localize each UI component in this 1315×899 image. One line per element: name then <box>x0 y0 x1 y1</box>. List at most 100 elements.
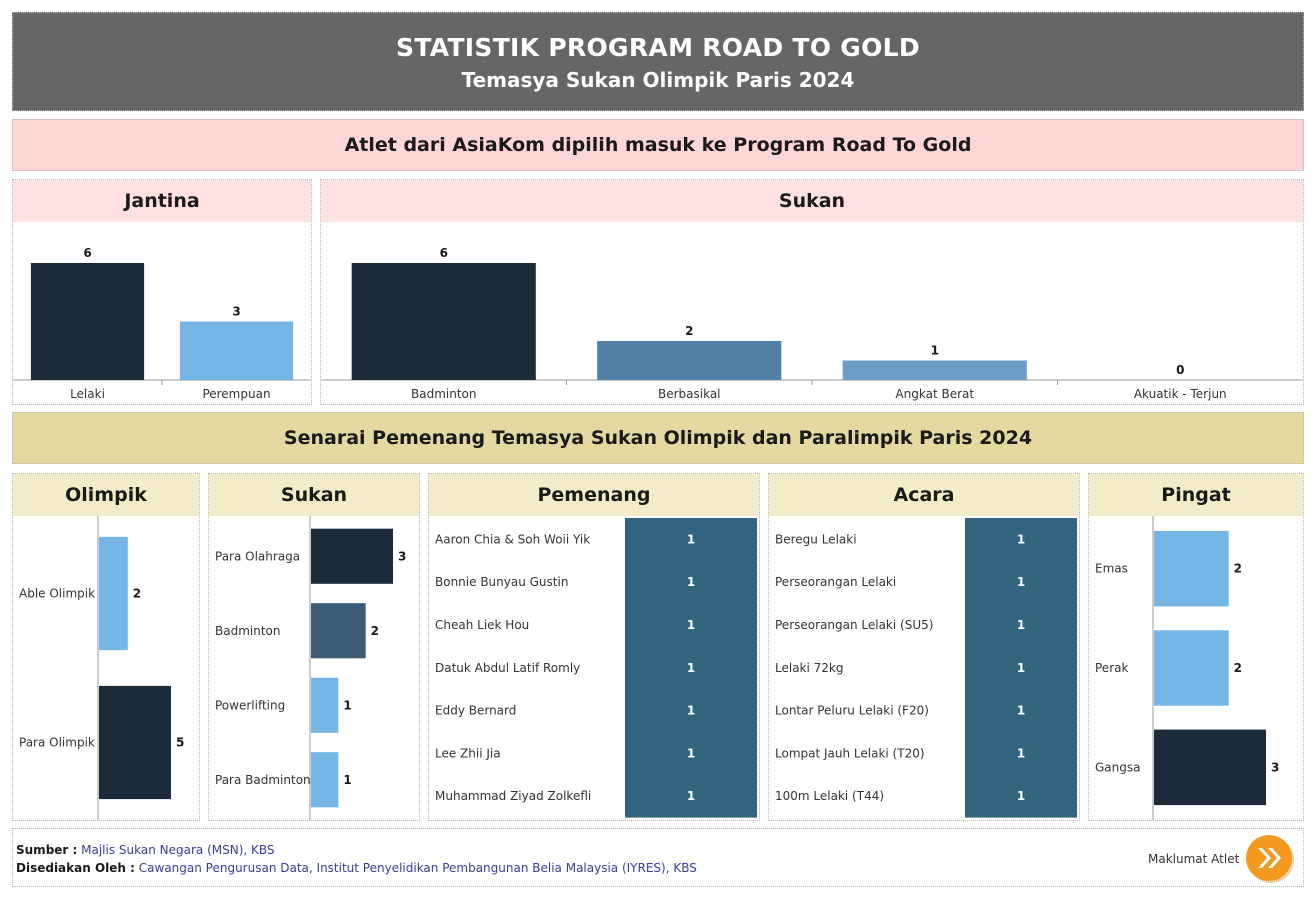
row-label-lee-zhii-jia: Lee Zhii Jia <box>435 746 501 760</box>
bar-perak <box>1154 630 1229 706</box>
data-label-para-olahraga: 3 <box>398 549 406 563</box>
row-value-bonnie-bunyau-gustin: 1 <box>687 575 695 589</box>
bar-gangsa <box>1154 729 1266 806</box>
bar-emas <box>1154 530 1229 607</box>
y-tick-label-powerlifting: Powerlifting <box>215 698 285 712</box>
data-label-badminton: 2 <box>371 624 379 638</box>
jantina-chart: 6 Lelaki 3 Perempuan <box>13 246 311 401</box>
sukan-bottom-panel: Sukan 3 Para Olahraga 2 Badminton 1 Powerlift… <box>208 473 420 821</box>
data-label-gangsa: 3 <box>1271 760 1279 774</box>
bar-para-badminton <box>311 752 339 808</box>
value-column <box>965 518 1077 818</box>
olimpik-title: Olimpik <box>13 474 199 516</box>
y-tick-label-para-olahraga: Para Olahraga <box>215 549 300 563</box>
row-value-datuk-abdul-latif-romly: 1 <box>687 661 695 675</box>
row-label-perseorangan-lelaki: Perseorangan Lelaki <box>775 575 896 589</box>
row-label-lontar-peluru-lelaki-f20: Lontar Peluru Lelaki (F20) <box>775 704 929 718</box>
sukan-bottom-title: Sukan <box>209 474 419 516</box>
bar-perempuan <box>179 321 294 380</box>
bar-berbasikal <box>597 341 782 380</box>
row-value-perseorangan-lelaki-su5: 1 <box>1017 618 1025 632</box>
data-label-angkat-berat: 1 <box>931 344 939 358</box>
y-tick-label-para-olimpik: Para Olimpik <box>19 736 95 750</box>
bar-able-olimpik <box>99 536 128 651</box>
sukan-bottom-chart: 3 Para Olahraga 2 Badminton 1 Powerlifting 1 Pa… <box>215 516 406 820</box>
y-tick-label-perak: Perak <box>1095 661 1128 675</box>
x-tick-label-badminton: Badminton <box>411 387 476 401</box>
data-label-powerlifting: 1 <box>343 698 351 712</box>
x-tick-label-angkat-berat: Angkat Berat <box>895 387 974 401</box>
footer: Sumber : Majlis Sukan Negara (MSN), KBS … <box>12 828 1304 887</box>
jantina-panel: Jantina 6 Lelaki 3 Perempuan <box>12 179 312 405</box>
row-value-100m-lelaki-t44: 1 <box>1017 789 1025 803</box>
row-label-100m-lelaki-t44: 100m Lelaki (T44) <box>775 789 884 803</box>
x-tick-label-berbasikal: Berbasikal <box>658 387 721 401</box>
bar-powerlifting <box>311 677 339 733</box>
bar-badminton <box>351 263 536 380</box>
source-line: Sumber : Majlis Sukan Negara (MSN), KBS <box>16 843 275 857</box>
row-value-lee-zhii-jia: 1 <box>687 746 695 760</box>
dashboard-subtitle: Temasya Sukan Olimpik Paris 2024 <box>461 68 855 92</box>
row-label-eddy-bernard: Eddy Bernard <box>435 704 516 718</box>
data-label-para-olimpik: 5 <box>176 736 184 750</box>
acara-table: Beregu Lelaki 1 Perseorangan Lelaki 1 Perseo… <box>775 518 1077 818</box>
x-tick-label-lelaki: Lelaki <box>70 387 105 401</box>
row-label-datuk-abdul-latif-romly: Datuk Abdul Latif Romly <box>435 661 580 675</box>
bar-para-olimpik <box>99 685 171 800</box>
prepared-line: Disediakan Oleh : Cawangan Pengurusan Da… <box>16 861 697 875</box>
dashboard-header: STATISTIK PROGRAM ROAD TO GOLD Temasya S… <box>12 12 1304 111</box>
source-label: Sumber : <box>16 843 78 857</box>
row-label-lelaki-72kg: Lelaki 72kg <box>775 661 843 675</box>
row-value-beregu-lelaki: 1 <box>1017 532 1025 546</box>
row-label-bonnie-bunyau-gustin: Bonnie Bunyau Gustin <box>435 575 568 589</box>
sukan-chart: 6 Badminton 2 Berbasikal 1 Angkat Berat 0 Akuat… <box>321 246 1303 401</box>
row-value-aaron-chia-soh-woii-yik: 1 <box>687 532 695 546</box>
pingat-panel: Pingat 2 Emas 2 Perak 3 Gangsa <box>1088 473 1304 821</box>
sukan-panel: Sukan 6 Badminton 2 Berbasikal 1 Angkat Berat… <box>320 179 1304 405</box>
data-label-perempuan: 3 <box>232 305 240 319</box>
pingat-title: Pingat <box>1089 474 1303 516</box>
x-tick-label-perempuan: Perempuan <box>202 387 270 401</box>
row-value-muhammad-ziyad-zolkefli: 1 <box>687 789 695 803</box>
bar-badminton <box>311 603 366 659</box>
source-value: Majlis Sukan Negara (MSN), KBS <box>81 843 275 857</box>
acara-panel: Acara Beregu Lelaki 1 Perseorangan Lelaki 1… <box>768 473 1080 821</box>
value-column <box>625 518 757 818</box>
row-label-muhammad-ziyad-zolkefli: Muhammad Ziyad Zolkefli <box>435 789 591 803</box>
data-label-lelaki: 6 <box>83 246 91 260</box>
row-value-lompat-jauh-lelaki-t20: 1 <box>1017 746 1025 760</box>
y-tick-label-badminton: Badminton <box>215 624 280 638</box>
row-label-lompat-jauh-lelaki-t20: Lompat Jauh Lelaki (T20) <box>775 746 925 760</box>
data-label-emas: 2 <box>1234 562 1242 576</box>
row-value-lontar-peluru-lelaki-f20: 1 <box>1017 704 1025 718</box>
row-label-beregu-lelaki: Beregu Lelaki <box>775 532 857 546</box>
row-label-aaron-chia-soh-woii-yik: Aaron Chia & Soh Woii Yik <box>435 532 590 546</box>
dashboard-title: STATISTIK PROGRAM ROAD TO GOLD <box>396 33 920 62</box>
pemenang-table: Aaron Chia & Soh Woii Yik 1 Bonnie Bunyau … <box>435 518 757 818</box>
pingat-chart: 2 Emas 2 Perak 3 Gangsa <box>1095 516 1279 820</box>
y-tick-label-emas: Emas <box>1095 562 1128 576</box>
pemenang-title: Pemenang <box>429 474 759 516</box>
y-tick-label-gangsa: Gangsa <box>1095 760 1140 774</box>
data-label-badminton: 6 <box>440 246 448 260</box>
y-tick-label-able-olimpik: Able Olimpik <box>19 587 95 601</box>
row-value-perseorangan-lelaki: 1 <box>1017 575 1025 589</box>
data-label-able-olimpik: 2 <box>133 587 141 601</box>
pemenang-panel: Pemenang Aaron Chia & Soh Woii Yik 1 Bonni… <box>428 473 760 821</box>
double-chevron-right-icon[interactable] <box>1245 833 1295 883</box>
row-label-cheah-liek-hou: Cheah Liek Hou <box>435 618 529 632</box>
y-tick-label-para-badminton: Para Badminton <box>215 773 311 787</box>
data-label-akuatik-terjun: 0 <box>1176 363 1184 377</box>
data-label-perak: 2 <box>1234 661 1242 675</box>
athlete-info-link-label[interactable]: Maklumat Atlet <box>1148 852 1240 866</box>
bar-lelaki <box>30 263 145 380</box>
section-title-winners: Senarai Pemenang Temasya Sukan Olimpik d… <box>12 412 1304 464</box>
olimpik-panel: Olimpik 2 Able Olimpik 5 Para Olimpik <box>12 473 200 821</box>
data-label-berbasikal: 2 <box>685 324 693 338</box>
x-tick-label-akuatik-terjun: Akuatik - Terjun <box>1134 387 1227 401</box>
jantina-title: Jantina <box>13 180 311 222</box>
data-label-para-badminton: 1 <box>343 773 351 787</box>
section-title-selected-athletes: Atlet dari AsiaKom dipilih masuk ke Prog… <box>12 119 1304 171</box>
prepared-value: Cawangan Pengurusan Data, Institut Penye… <box>138 861 697 875</box>
row-value-cheah-liek-hou: 1 <box>687 618 695 632</box>
